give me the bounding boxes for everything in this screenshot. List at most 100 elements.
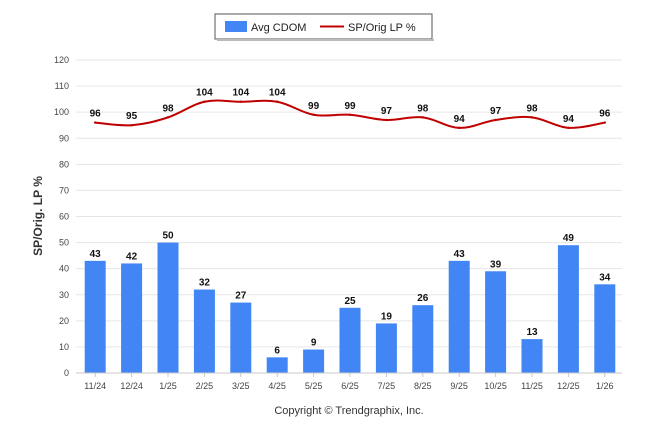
bar-value-label-12-25: 49 — [563, 233, 575, 244]
x-tick-label-4-25: 4/25 — [268, 381, 286, 391]
bar-value-label-9-25: 43 — [454, 249, 466, 260]
line-value-label-1-26: 96 — [599, 109, 611, 120]
x-tick-label-11-24: 11/24 — [84, 381, 106, 391]
line-series-sp-orig-lp — [94, 99, 606, 130]
line-point-3-25 — [239, 100, 242, 103]
bar-3-25 — [230, 302, 252, 373]
x-tick-label-12-25: 12/25 — [557, 381, 580, 391]
x-tick-label-9-25: 9/25 — [450, 381, 468, 391]
line-value-label-1-25: 98 — [162, 103, 174, 114]
line-point-11-25 — [530, 116, 534, 119]
bar-value-label-7-25: 19 — [381, 311, 393, 322]
y-tick-label-60: 60 — [59, 212, 69, 222]
line-value-label-3-25: 104 — [232, 88, 249, 99]
y-tick-label-20: 20 — [59, 316, 69, 326]
line-point-9-25 — [458, 126, 461, 130]
bar-series-avg-cdom — [84, 242, 616, 373]
bar-value-label-2-25: 32 — [199, 278, 211, 289]
bar-value-label-10-25: 39 — [490, 259, 502, 270]
x-tick-label-12-24: 12/24 — [120, 381, 143, 391]
bar-value-label-11-25: 13 — [526, 327, 538, 338]
line-point-10-25 — [494, 118, 497, 122]
bar-value-label-8-25: 26 — [417, 293, 429, 304]
line-point-8-25 — [421, 116, 424, 119]
x-tick-label-8-25: 8/25 — [414, 381, 432, 391]
axes: 0 10 20 30 40 50 60 70 80 90 100 110 120 11/24 12/24 1/… — [54, 55, 622, 391]
line-value-label-12-25: 94 — [563, 114, 575, 125]
bar-6-25 — [339, 307, 361, 373]
x-tick-label-1-26: 1/26 — [596, 381, 614, 391]
legend-box-shadow — [217, 39, 434, 41]
bar-10-25 — [485, 271, 507, 373]
line-value-label-10-25: 97 — [490, 106, 502, 117]
line-value-label-11-24: 96 — [90, 109, 102, 120]
bar-11-24 — [84, 260, 106, 373]
line-value-label-2-25: 104 — [196, 88, 213, 99]
bar-value-label-5-25: 9 — [311, 338, 317, 349]
bar-value-label-12-24: 42 — [126, 251, 138, 262]
bar-5-25 — [303, 349, 325, 373]
y-tick-label-30: 30 — [59, 290, 69, 300]
line-value-label-9-25: 94 — [454, 114, 466, 125]
bar-value-label-3-25: 27 — [235, 291, 247, 302]
bar-7-25 — [375, 323, 397, 373]
bar-value-label-1-26: 34 — [599, 272, 611, 283]
bar-8-25 — [412, 305, 434, 373]
bar-value-label-11-24: 43 — [90, 249, 102, 260]
bar-value-label-4-25: 6 — [274, 345, 280, 356]
bar-9-25 — [448, 260, 470, 373]
bar-2-25 — [193, 289, 215, 373]
x-tick-label-11-25: 11/25 — [521, 381, 543, 391]
bar-value-label-6-25: 25 — [344, 296, 356, 307]
y-tick-label-0: 0 — [64, 368, 69, 378]
line-point-5-25 — [312, 113, 315, 116]
x-tick-label-3-25: 3/25 — [232, 381, 250, 391]
y-tick-label-120: 120 — [54, 55, 69, 65]
x-tick-label-10-25: 10/25 — [484, 381, 507, 391]
x-tick-label-6-25: 6/25 — [341, 381, 359, 391]
y-tick-label-80: 80 — [59, 159, 69, 169]
bar-1-25 — [157, 242, 179, 373]
line-point-1-25 — [166, 116, 170, 119]
bar-12-25 — [557, 245, 579, 373]
bar-1-26 — [594, 284, 616, 373]
copyright-credit: Copyright © Trendgraphix, Inc. — [274, 405, 423, 417]
line-point-4-25 — [276, 100, 279, 103]
y-axis-title: SP/Orig. LP % — [31, 176, 45, 256]
data-labels: 43 42 50 32 27 6 9 25 19 26 43 39 13 49 34 96 95 98 104 104… — [90, 88, 611, 357]
bar-value-label-1-25: 50 — [162, 231, 174, 242]
y-tick-label-100: 100 — [54, 107, 69, 117]
line-value-label-12-24: 95 — [126, 111, 138, 122]
bar-12-24 — [121, 263, 143, 373]
line-point-7-25 — [385, 118, 388, 122]
x-tick-label-7-25: 7/25 — [378, 381, 396, 391]
line-point-12-24 — [130, 124, 133, 127]
y-tick-label-50: 50 — [59, 238, 69, 248]
legend[interactable]: Avg CDOM SP/Orig LP % — [214, 13, 434, 41]
x-tick-label-2-25: 2/25 — [196, 381, 214, 391]
x-tick-label-5-25: 5/25 — [305, 381, 323, 391]
line-point-6-25 — [348, 113, 352, 116]
line-value-label-11-25: 98 — [526, 103, 538, 114]
bar-4-25 — [266, 357, 288, 373]
y-tick-label-40: 40 — [59, 264, 69, 274]
line-point-11-24 — [94, 121, 97, 124]
bar-11-25 — [521, 339, 543, 373]
line-point-1-26 — [603, 121, 606, 124]
legend-label-sp-orig-lp: SP/Orig LP % — [348, 22, 416, 34]
line-point-2-25 — [203, 100, 206, 103]
line-value-label-4-25: 104 — [269, 88, 286, 99]
line-value-label-7-25: 97 — [381, 106, 393, 117]
line-value-label-5-25: 99 — [308, 101, 320, 112]
line-point-12-25 — [567, 126, 570, 130]
line-value-label-6-25: 99 — [344, 101, 356, 112]
legend-label-avg-cdom: Avg CDOM — [251, 22, 306, 34]
y-tick-label-10: 10 — [59, 342, 69, 352]
y-tick-label-110: 110 — [55, 81, 69, 91]
line-value-label-8-25: 98 — [417, 103, 429, 114]
y-tick-label-90: 90 — [59, 133, 69, 143]
legend-swatch-avg-cdom — [225, 21, 247, 32]
y-tick-label-70: 70 — [59, 185, 69, 195]
